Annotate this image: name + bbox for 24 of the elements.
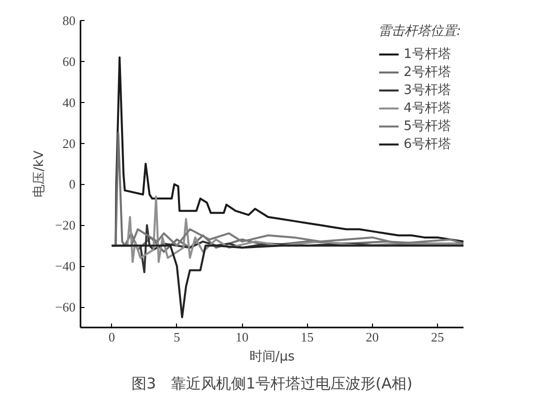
- legend-label: 6号杆塔: [404, 136, 451, 153]
- x-tick-label: 10: [236, 330, 249, 344]
- legend-label: 2号杆塔: [404, 64, 451, 81]
- legend-label: 3号杆塔: [404, 82, 451, 99]
- y-tick-label: 80: [62, 13, 76, 28]
- y-tick-label: 40: [62, 94, 76, 110]
- y-tick-label: 20: [62, 136, 76, 151]
- x-tick-label: 5: [174, 330, 180, 344]
- y-tick-label: −60: [55, 300, 76, 315]
- y-tick-label: −20: [55, 218, 76, 233]
- x-tick-label: 15: [300, 330, 314, 344]
- y-tick-label: 60: [62, 54, 76, 69]
- y-axis-title: 电压/kV: [32, 150, 48, 198]
- x-tick-label: 0: [108, 330, 116, 344]
- y-tick-label: −40: [55, 258, 76, 274]
- legend-title: 雷击杆塔位置:: [378, 23, 461, 40]
- x-axis-title: 时间/μs: [249, 350, 295, 364]
- y-tick-label: 0: [69, 176, 76, 192]
- text: 图3 靠近风机侧1号杆塔过电压波形(A相): [131, 374, 413, 392]
- x-tick-label: 20: [366, 330, 379, 344]
- legend-label: 5号杆塔: [404, 118, 451, 135]
- legend-label: 4号杆塔: [404, 100, 451, 117]
- x-tick-label: 25: [430, 330, 444, 344]
- legend-label: 1号杆塔: [404, 46, 451, 63]
